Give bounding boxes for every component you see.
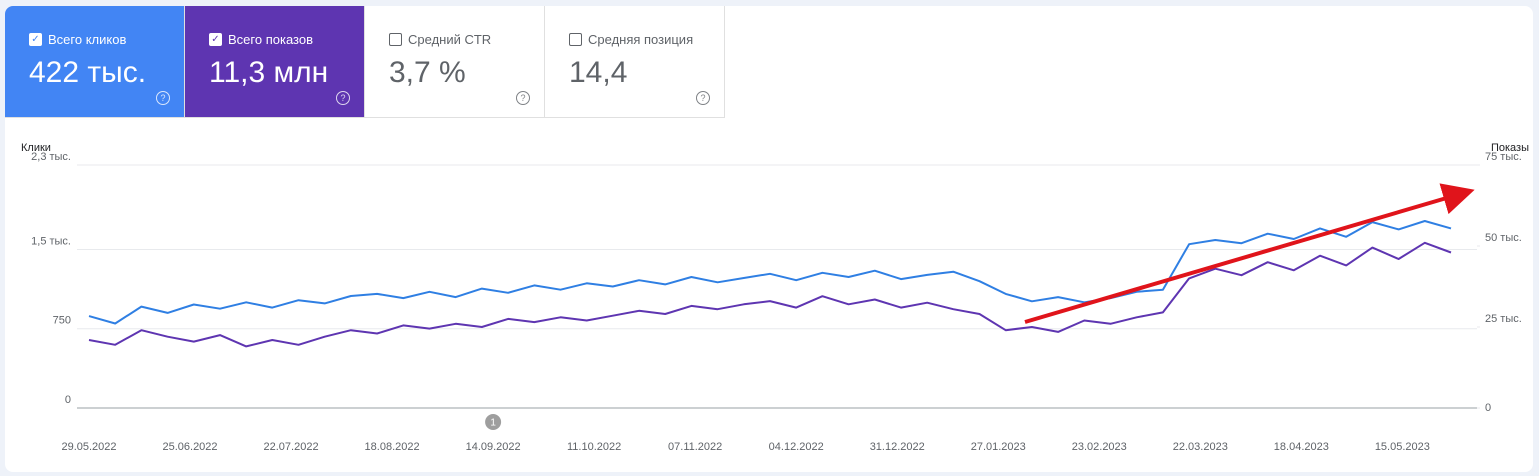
chart: Клики Показы 0 750 1,5 тыс. 2,3 тыс. 0 25 тыс…	[21, 142, 1529, 453]
help-icon: ?	[696, 91, 710, 105]
card-value: 14,4	[569, 56, 628, 89]
x-tick-label: 25.06.2022	[162, 441, 217, 453]
x-tick-label: 31.12.2022	[870, 441, 925, 453]
checkbox	[389, 33, 402, 46]
x-tick-label: 27.01.2023	[971, 441, 1026, 453]
checkbox	[569, 33, 582, 46]
card-value: 11,3 млн	[209, 56, 329, 89]
series-line	[88, 220, 1452, 325]
y-tick-label: 0	[65, 394, 71, 406]
y2-tick-label: 50 тыс.	[1485, 232, 1522, 244]
x-tick-label: 04.12.2022	[769, 441, 824, 453]
metric-card[interactable]: ✓ Всего показов 11,3 млн?	[185, 6, 365, 118]
y-axis-title: Клики	[21, 142, 51, 154]
y2-tick-label: 75 тыс.	[1485, 151, 1522, 163]
panel: Клики Показы 0 750 1,5 тыс. 2,3 тыс. 0 25 тыс…	[5, 6, 1533, 472]
x-tick-label: 22.07.2022	[264, 441, 319, 453]
x-tick-label: 18.04.2023	[1274, 441, 1329, 453]
annotation-label: 1	[490, 418, 496, 429]
metric-card[interactable]: Средний CTR 3,7 %?	[365, 6, 545, 118]
card-label-row: Средний CTR	[389, 32, 491, 47]
card-label: Всего кликов	[48, 32, 127, 47]
help-icon: ?	[336, 91, 350, 105]
x-tick-label: 18.08.2022	[365, 441, 420, 453]
card-label-row: ✓ Всего кликов	[29, 32, 126, 47]
card-label-row: Средняя позиция	[569, 32, 693, 47]
x-tick-label: 11.10.2022	[567, 441, 621, 453]
card-label: Средняя позиция	[588, 32, 694, 47]
y2-tick-label: 0	[1485, 402, 1491, 414]
card-value: 422 тыс.	[29, 56, 147, 89]
card-label-row: ✓ Всего показов	[209, 32, 313, 47]
checkbox: ✓	[209, 33, 222, 46]
y2-tick-label: 25 тыс.	[1485, 313, 1522, 325]
x-tick-label: 22.03.2023	[1173, 441, 1228, 453]
x-tick-label: 29.05.2022	[61, 441, 116, 453]
checkbox: ✓	[29, 33, 42, 46]
card-label: Всего показов	[228, 32, 313, 47]
metric-card[interactable]: Средняя позиция 14,4?	[545, 6, 725, 118]
y-tick-label: 750	[53, 315, 71, 327]
y2-axis-title: Показы	[1491, 142, 1529, 154]
series-line	[88, 241, 1452, 348]
help-icon: ?	[156, 91, 170, 105]
y-tick-label: 2,3 тыс.	[31, 151, 71, 163]
metric-cards: ✓ Всего кликов 422 тыс.? ✓ Всего показов 11,3…	[5, 6, 725, 118]
y-tick-label: 1,5 тыс.	[31, 235, 71, 247]
trend-arrow	[1024, 183, 1475, 324]
x-tick-label: 15.05.2023	[1375, 441, 1430, 453]
metric-card[interactable]: ✓ Всего кликов 422 тыс.?	[5, 6, 185, 118]
x-tick-label: 23.02.2023	[1072, 441, 1127, 453]
card-label: Средний CTR	[408, 32, 492, 47]
help-icon: ?	[516, 91, 530, 105]
annotation-marker	[485, 414, 502, 430]
card-value: 3,7 %	[389, 56, 466, 89]
x-tick-label: 07.11.2022	[668, 441, 722, 453]
x-tick-label: 14.09.2022	[466, 441, 521, 453]
